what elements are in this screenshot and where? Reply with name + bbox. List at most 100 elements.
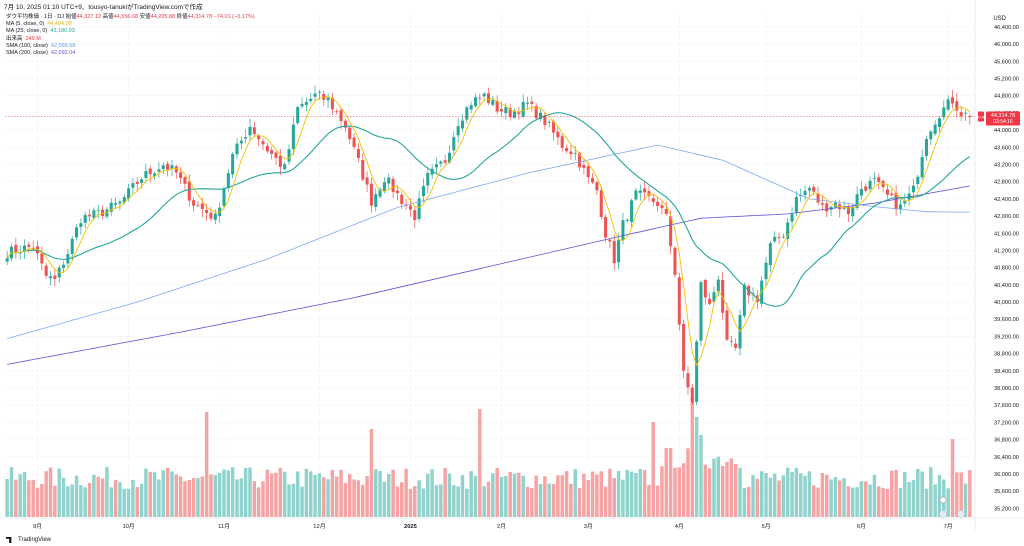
candle-body [859, 188, 863, 196]
candle-body [864, 186, 868, 191]
candle-body [469, 105, 473, 110]
y-tick-label: 41,200.00 [994, 248, 1019, 254]
candle-body [127, 188, 131, 199]
volume-bar [274, 472, 278, 517]
candle-body [131, 183, 135, 188]
volume-bar [924, 488, 929, 517]
candle-body [44, 265, 48, 276]
candle-body [794, 197, 798, 213]
legend-ma5[interactable]: MA (5, close, 0) 44,494.98 [6, 21, 255, 28]
volume-bar [634, 473, 638, 517]
volume-bar [434, 485, 439, 517]
y-tick-label: 38,800.00 [994, 352, 1019, 358]
change-value: −74.01 (−0.17%) [213, 14, 255, 20]
footer-brand[interactable]: TradingView [6, 537, 51, 543]
volume-bar [968, 470, 972, 517]
candle-body [122, 197, 126, 203]
volume-bar [408, 488, 413, 517]
candle-body [651, 198, 655, 202]
candle-body [825, 203, 829, 212]
candle-body [118, 201, 122, 204]
volume-bar [859, 481, 864, 517]
candle-body [569, 151, 573, 155]
candle-body [868, 180, 872, 190]
y-tick-label: 45,200.00 [994, 76, 1019, 82]
candle-body [161, 165, 165, 170]
volume-bar [356, 480, 361, 517]
candle-body [916, 176, 920, 184]
candle-body [70, 238, 74, 255]
candle-body [942, 107, 946, 118]
volume-bar [781, 475, 786, 517]
candle-body [222, 188, 226, 206]
y-tick-label: 38,400.00 [994, 369, 1019, 375]
candle-body [309, 98, 313, 102]
y-tick-label: 37,600.00 [994, 403, 1019, 409]
volume-bar [569, 483, 573, 517]
legend-ma5-label: MA (5, close, 0) [6, 21, 45, 28]
volume-bar [70, 484, 74, 517]
volume-bar [456, 486, 460, 517]
volume-bar [291, 483, 296, 517]
legend-ma25[interactable]: MA (25, close, 0) 43,180.93 [6, 28, 255, 35]
sma100-line [7, 144, 970, 339]
volume-bar [217, 472, 222, 517]
volume-bar [582, 473, 586, 517]
candle-body [170, 165, 174, 169]
candle-body [712, 292, 716, 302]
sma200-line [7, 185, 970, 365]
legend-volume[interactable]: 出来高 249 M [6, 36, 255, 43]
legend-sma100[interactable]: SMA (100, close) 42,099.58 [6, 43, 255, 50]
volume-bar [330, 469, 335, 517]
candle-body [846, 206, 850, 215]
candle-body [296, 107, 300, 124]
low-value: 44,225.88 [150, 14, 176, 20]
legend-sma200[interactable]: SMA (200, close) 42,092.04 [6, 50, 255, 57]
candle-body [252, 127, 256, 135]
volume-bar [738, 467, 742, 517]
candle-body [851, 206, 855, 217]
volume-bar [946, 488, 950, 517]
symbol-label[interactable]: ダウ平均株価 · 1日 · DJ [6, 14, 65, 20]
volume-bar [343, 483, 348, 517]
volume-bar [469, 471, 473, 517]
candle-body [27, 244, 31, 247]
x-tick-label: 2025 [404, 524, 418, 530]
y-tick-label: 46,000.00 [994, 42, 1019, 48]
volume-bar [27, 480, 31, 517]
volume-bar [261, 481, 265, 517]
volume-bar [209, 474, 213, 517]
volume-bar [725, 461, 729, 517]
volume-bar [400, 482, 404, 517]
candle-body [517, 112, 521, 115]
price-badge-bg [978, 111, 984, 122]
volume-bar [955, 472, 959, 517]
volume-bar [820, 473, 825, 517]
candle-body [196, 205, 200, 207]
candle-body [855, 194, 859, 208]
volume-bar [733, 464, 738, 517]
candle-body [521, 101, 525, 117]
candle-body [473, 97, 478, 107]
volume-bar [295, 471, 300, 517]
volume-bar [144, 468, 148, 517]
candle-body [660, 205, 664, 209]
candle-body [200, 203, 204, 210]
candle-body [248, 126, 252, 136]
candle-body [291, 124, 295, 150]
candle-body [79, 223, 83, 227]
candle-body [573, 153, 577, 154]
volume-bar [66, 486, 70, 517]
volume-bar [326, 479, 330, 517]
volume-bar [864, 481, 868, 517]
candle-body [486, 93, 491, 103]
volume-bar [18, 474, 22, 517]
candle-body [239, 140, 243, 144]
volume-bar [57, 468, 61, 517]
volume-bar [53, 485, 57, 517]
volume-bar [226, 470, 231, 517]
candle-body [179, 172, 183, 179]
candle-body [456, 126, 460, 136]
legend-sma100-label: SMA (100, close) [6, 42, 48, 49]
